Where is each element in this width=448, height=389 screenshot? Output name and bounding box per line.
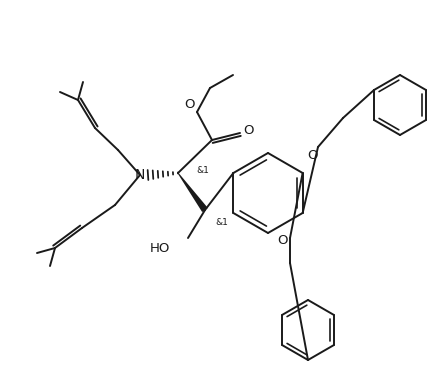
Text: N: N — [135, 168, 145, 182]
Polygon shape — [177, 173, 208, 212]
Text: O: O — [243, 123, 253, 137]
Text: O: O — [308, 149, 318, 161]
Text: O: O — [184, 98, 194, 110]
Text: HO: HO — [150, 242, 170, 254]
Text: O: O — [277, 233, 287, 247]
Text: &1: &1 — [215, 217, 228, 226]
Text: &1: &1 — [196, 165, 209, 175]
